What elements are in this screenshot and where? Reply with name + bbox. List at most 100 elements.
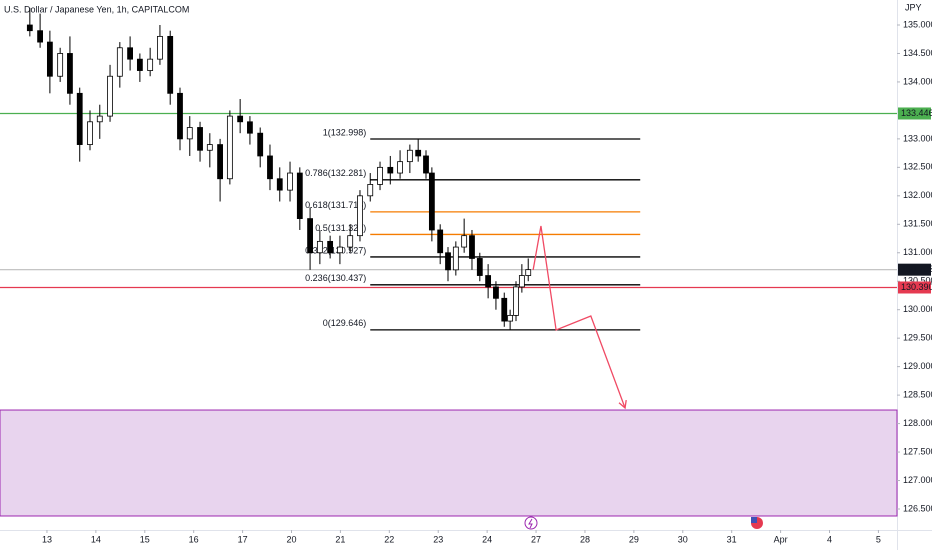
x-tick-label: 16 [189,534,199,544]
fib-label: 1(132.998) [323,127,367,137]
candle-body [316,240,323,254]
candle-body [116,47,123,77]
candle-body [96,115,103,123]
candle-body [337,246,343,254]
candle-body [26,24,33,32]
candle-body [423,155,429,174]
y-tick-label: 129.000 [903,361,932,371]
x-tick-label: 4 [827,534,832,544]
candle-body [327,240,334,254]
candle-body [518,275,525,288]
candle-body [296,172,303,219]
candle-body [307,218,313,254]
candle-body [461,235,468,248]
y-tick-label: 128.000 [903,418,932,428]
x-tick-label: 5 [876,534,881,544]
candle-body [186,127,193,140]
x-tick-label: 31 [727,534,737,544]
candle-body [237,115,244,123]
y-axis-label: JPY [905,2,922,12]
price-label-box [898,281,931,294]
x-tick-label: 29 [629,534,639,544]
x-tick-label: Apr [774,534,788,544]
x-tick-label: 15 [140,534,150,544]
fib-label: 0(129.646) [323,318,367,328]
y-tick-label: 131.500 [903,219,932,229]
candle-body [267,155,273,180]
y-tick-label: 135.000 [903,19,932,29]
candle-body [357,195,363,237]
candle-body [387,166,394,174]
x-tick-label: 17 [238,534,248,544]
candle-body [87,121,93,145]
x-tick-label: 22 [384,534,394,544]
price-label-box [898,263,931,276]
candle-body [525,269,532,276]
x-tick-label: 24 [482,534,492,544]
candle-body [107,75,113,117]
candle-body [46,41,53,77]
fib-label: 0.786(132.281) [305,168,366,178]
candle-body [445,252,451,271]
target-zone [0,409,898,517]
candle-body [67,53,73,94]
candle-body [406,149,413,163]
candle-body [167,35,174,94]
candle-body [177,92,183,140]
candle-body [507,314,514,322]
projection-path [532,225,626,409]
candle-body [206,144,213,151]
candle-body [485,275,492,288]
y-tick-label: 134.000 [903,76,932,86]
projection-arrowhead [618,399,627,410]
candle-body [415,149,422,157]
candle-body [157,35,163,60]
y-tick-label: 128.500 [903,389,932,399]
x-tick-label: 14 [91,534,101,544]
candle-body [469,235,475,259]
y-tick-label: 133.000 [903,133,932,143]
candle-body [287,172,293,191]
candle-body [37,30,44,43]
event-icon[interactable] [524,516,538,530]
y-tick-label: 127.000 [903,475,932,485]
event-icon [528,518,533,529]
price-label: 133.446 [901,108,932,118]
fib-label: 0.382(130.927) [305,245,366,255]
y-tick-label: 132.000 [903,190,932,200]
y-tick-label: 129.500 [903,333,932,343]
candle-body [276,178,283,191]
candle-body [247,121,253,134]
price-label-box [898,107,931,120]
candle-body [501,297,508,322]
x-tick-label: 30 [678,534,688,544]
candle-body [197,127,203,151]
x-tick-label: 13 [42,534,52,544]
candle-body [57,53,64,77]
candle-body [452,246,459,271]
y-tick-label: 127.500 [903,446,932,456]
x-tick-label: 23 [433,534,443,544]
chart-title: U.S. Dollar / Japanese Yen, 1h, CAPITALC… [4,4,189,14]
candle-body [493,286,499,299]
candle-body [226,115,233,180]
candle-body [428,172,435,231]
candle-body [76,92,83,145]
candle-body [397,161,403,174]
x-tick-label: 20 [286,534,296,544]
fib-label: 0.5(131.322) [315,223,366,233]
candle-body [217,144,223,180]
candle-body [377,166,383,185]
x-tick-label: 28 [580,534,590,544]
y-tick-label: 130.000 [903,304,932,314]
candle-body [476,258,483,276]
candle-body [513,286,519,316]
x-tick-label: 27 [531,534,541,544]
candle-body [437,229,444,254]
fib-label: 0.236(130.437) [305,273,366,283]
y-tick-label: 130.500 [903,276,932,286]
candle-body [257,132,264,157]
plot: 1(132.998) 0.786(132.281) 0.618(131.718) 0.… [0,7,898,517]
price-label: 130.703 [901,264,932,274]
